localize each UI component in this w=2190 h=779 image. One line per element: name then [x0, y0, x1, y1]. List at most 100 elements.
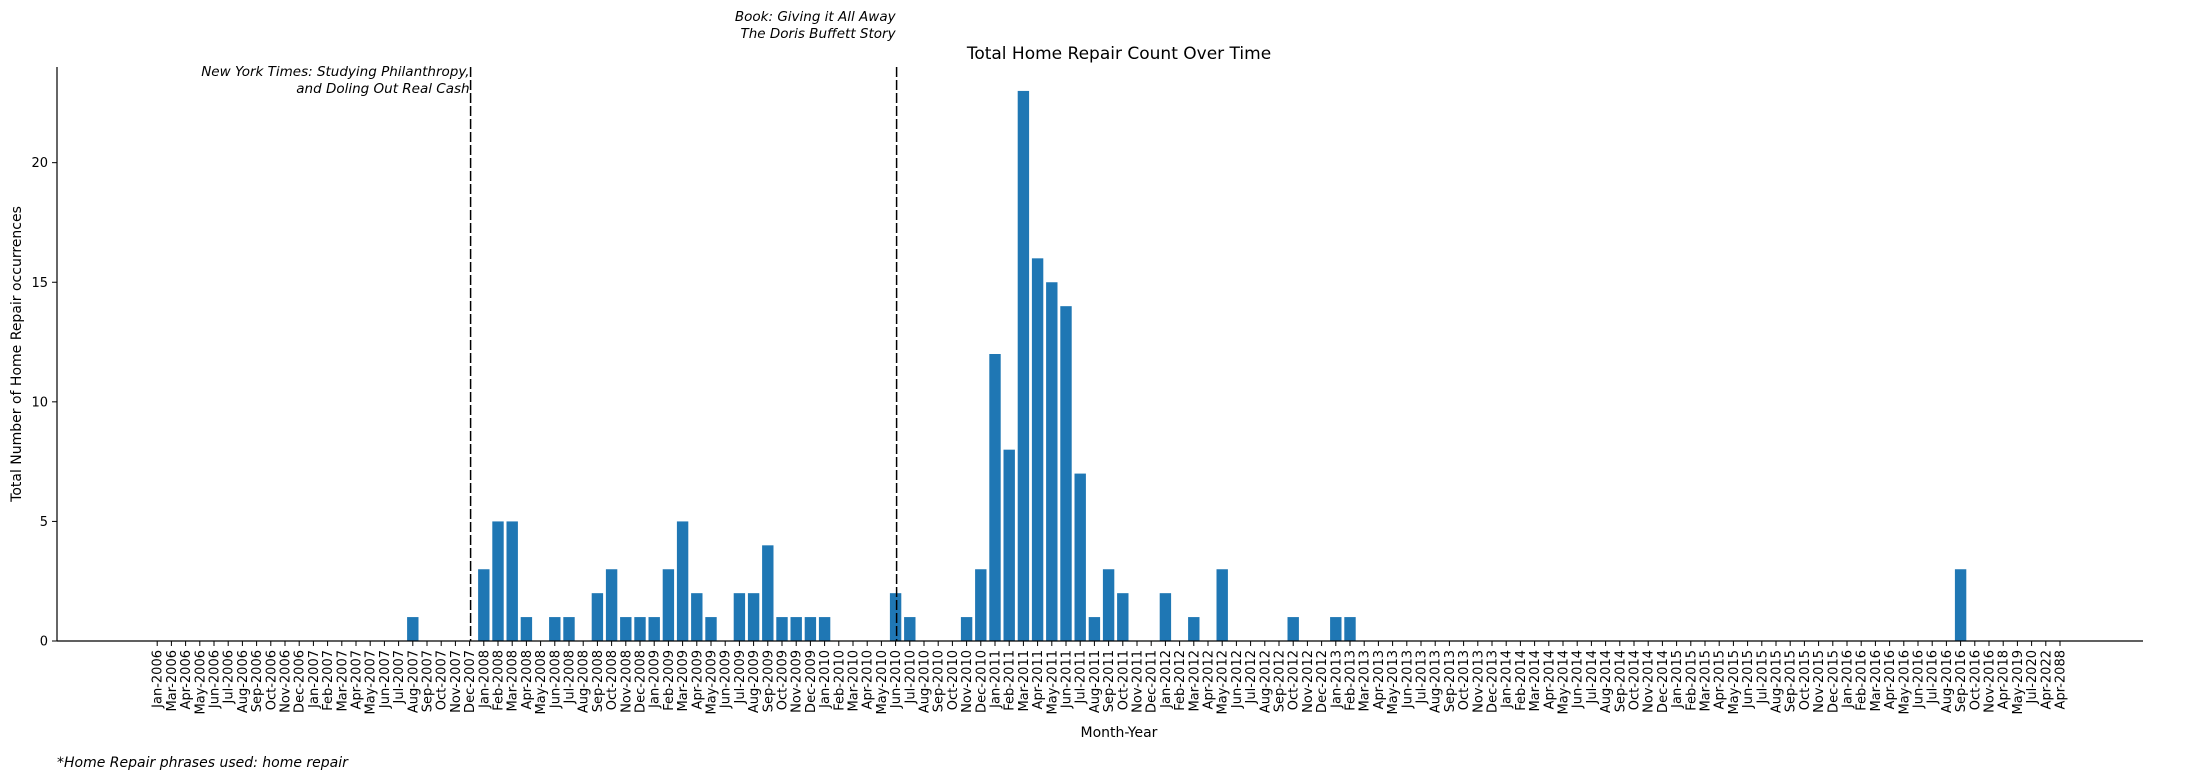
bar-May-2011: [1046, 282, 1058, 641]
x-tick-label: May-2008: [534, 650, 549, 714]
x-tick-label: Jan-2015: [1670, 650, 1685, 709]
x-tick-label: Jan-2012: [1159, 650, 1174, 709]
x-tick-label: Mar-2014: [1528, 650, 1543, 711]
x-tick-label: Mar-2009: [676, 650, 691, 711]
x-tick-label: May-2016: [1897, 650, 1912, 714]
x-tick-label: Feb-2008: [492, 650, 507, 711]
x-tick-label: Jun-2015: [1741, 650, 1756, 709]
x-tick-label: Apr-2016: [1883, 650, 1898, 709]
x-tick-label: Sep-2007: [421, 650, 436, 712]
x-tick-label: Sep-2010: [932, 650, 947, 712]
x-tick-label: Aug-2013: [1429, 650, 1444, 713]
x-tick-label: Dec-2010: [974, 650, 989, 713]
x-tick-label: Mar-2013: [1358, 650, 1373, 711]
bar-Nov-2010: [960, 617, 973, 641]
x-tick-label: Feb-2007: [321, 650, 336, 711]
x-tick-label: Apr-2007: [350, 650, 365, 709]
x-tick-label: Feb-2010: [832, 650, 847, 711]
x-tick-label: Dec-2011: [1145, 650, 1160, 713]
x-tick-label: Oct-2014: [1628, 650, 1643, 710]
x-tick-label: May-2012: [1216, 650, 1231, 714]
bar-Jul-2008: [563, 617, 575, 641]
x-tick-label: May-2009: [705, 650, 720, 714]
bar-Jan-2009: [648, 617, 660, 641]
x-tick-label: Apr-2010: [861, 650, 876, 709]
bar-Dec-2010: [975, 569, 987, 641]
x-tick-label: Aug-2007: [406, 650, 421, 713]
bar-Jul-2009: [733, 593, 746, 641]
x-tick-label: Sep-2009: [761, 650, 776, 712]
x-tick-label: May-2019: [2011, 650, 2026, 714]
bar-Mar-2011: [1017, 90, 1030, 642]
x-tick-label: Oct-2007: [435, 650, 450, 710]
x-tick-label: Aug-2008: [577, 650, 592, 713]
x-tick-label: Jan-2006: [151, 650, 166, 709]
x-tick-label: Dec-2007: [463, 650, 478, 713]
bar-Dec-2008: [634, 617, 646, 641]
x-tick-label: Feb-2011: [1003, 650, 1018, 711]
x-tick-label: Oct-2006: [264, 650, 279, 710]
y-tick-label: 5: [40, 515, 48, 530]
bar-Jan-2011: [989, 354, 1001, 641]
x-tick-label: Jul-2011: [1074, 650, 1089, 704]
x-tick-label: Apr-2022: [2039, 650, 2054, 709]
x-tick-label: May-2011: [1045, 650, 1060, 714]
x-tick-label: Feb-2016: [1855, 650, 1870, 711]
bar-Dec-2009: [804, 617, 817, 641]
x-tick-label: Aug-2015: [1770, 650, 1785, 713]
bar-Mar-2008: [506, 521, 518, 641]
x-tick-label: Nov-2015: [1812, 650, 1827, 713]
x-tick-label: May-2014: [1557, 650, 1572, 714]
x-tick-label: Apr-2012: [1202, 650, 1217, 709]
x-tick-label: Mar-2015: [1699, 650, 1714, 711]
x-tick-label: May-2006: [193, 650, 208, 714]
bar-Oct-2011: [1117, 593, 1129, 641]
x-tick-label: Sep-2012: [1273, 650, 1288, 712]
bar-Nov-2008: [620, 617, 632, 641]
bar-Jun-2011: [1060, 306, 1072, 641]
x-tick-label: Aug-2006: [236, 650, 251, 713]
x-tick-label: Apr-2014: [1542, 650, 1557, 709]
x-tick-label: Nov-2011: [1131, 650, 1146, 713]
bar-Nov-2009: [790, 617, 802, 641]
x-tick-label: Jan-2016: [1841, 650, 1856, 709]
bar-Jun-2008: [549, 617, 561, 641]
x-tick-label: Jul-2008: [563, 650, 578, 704]
x-tick-label: Feb-2009: [662, 650, 677, 711]
bar-Apr-2011: [1031, 258, 1044, 641]
x-tick-label: May-2013: [1386, 650, 1401, 714]
bar-Oct-2009: [776, 617, 788, 641]
x-tick-label: May-2015: [1727, 650, 1742, 714]
x-tick-label: Jan-2011: [989, 650, 1004, 709]
x-tick-label: Apr-2008: [520, 650, 535, 709]
x-tick-label: Jul-2009: [733, 650, 748, 704]
x-tick-label: Sep-2011: [1102, 650, 1117, 712]
x-tick-label: Sep-2015: [1784, 650, 1799, 712]
x-tick-label: Aug-2012: [1258, 650, 1273, 713]
x-tick-label: Jul-2012: [1244, 650, 1259, 704]
x-tick-label: Jun-2010: [889, 650, 904, 709]
bar-Sep-2009: [762, 545, 774, 641]
bar-Oct-2008: [605, 569, 618, 641]
x-tick-label: Apr-2018: [1997, 650, 2012, 709]
x-tick-label: Oct-2015: [1798, 650, 1813, 710]
x-tick-label: Oct-2008: [605, 650, 620, 710]
x-tick-label: Jan-2008: [477, 650, 492, 709]
x-tick-label: Sep-2006: [250, 650, 265, 712]
annotation-text: and Doling Out Real Cash: [296, 81, 469, 97]
x-tick-label: Sep-2008: [591, 650, 606, 712]
bar-Jul-2011: [1074, 473, 1086, 641]
x-tick-label: Jul-2010: [903, 650, 918, 704]
annotation-lines: [469, 67, 898, 641]
x-tick-label: Nov-2014: [1642, 650, 1657, 713]
x-tick-label: Jul-2006: [222, 650, 237, 704]
bar-Jan-2013: [1330, 617, 1342, 641]
x-tick-label: Apr-2006: [179, 650, 194, 709]
x-tick-label: Jun-2013: [1400, 650, 1415, 709]
bar-Feb-2008: [492, 521, 504, 641]
x-tick-label: Sep-2014: [1613, 650, 1628, 712]
x-tick-label: Jun-2008: [548, 650, 563, 709]
bar-Apr-2009: [691, 593, 703, 641]
x-tick-label: Nov-2012: [1301, 650, 1316, 713]
x-tick-label: Sep-2016: [1954, 650, 1969, 712]
